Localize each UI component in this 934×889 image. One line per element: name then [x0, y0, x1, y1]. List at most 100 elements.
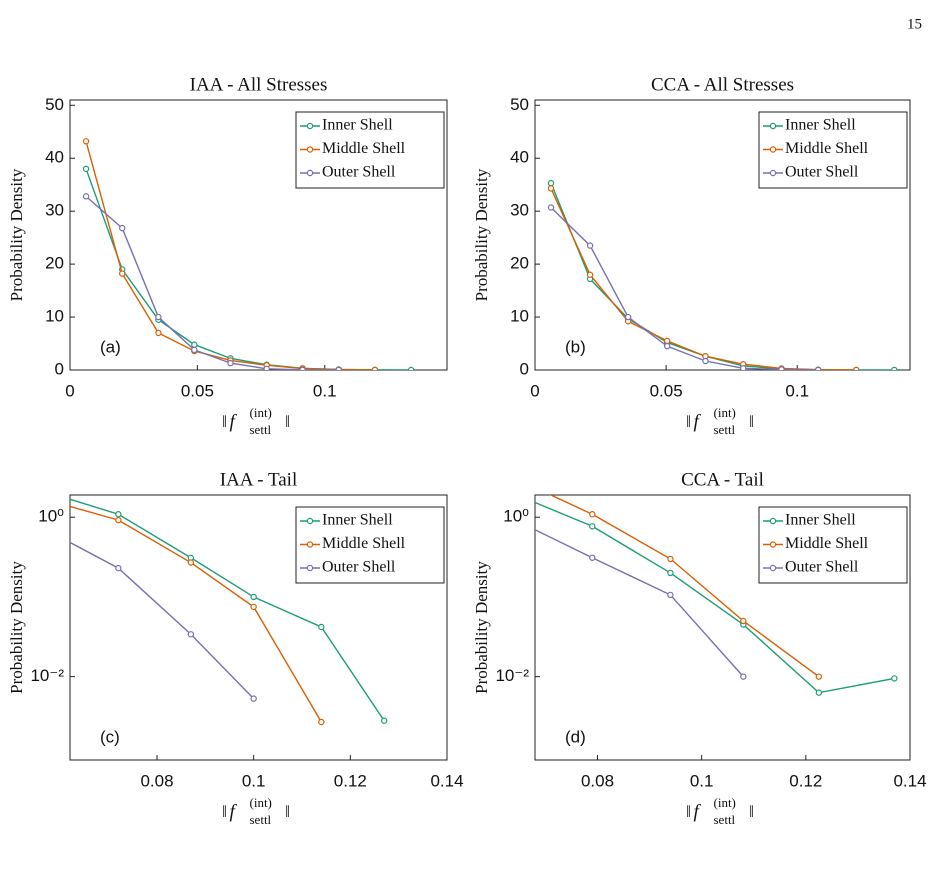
series-layer	[547, 179, 898, 370]
data-point	[407, 366, 415, 370]
data-point	[891, 366, 898, 370]
data-point	[547, 204, 555, 211]
data-point	[589, 523, 596, 530]
x-label-sub: settl	[714, 422, 736, 437]
x-label-sup: (int)	[250, 405, 272, 420]
x-tick-label: 0.1	[690, 771, 714, 790]
series-line	[70, 541, 255, 700]
page-number: 15	[907, 16, 922, 32]
x-tick-label: 0.1	[242, 771, 266, 790]
x-tick-label: 0.08	[581, 771, 614, 790]
y-axis-label: Probability Density	[7, 561, 26, 694]
data-point	[667, 591, 674, 599]
legend: Inner Shell Middle Shell Outer Shell	[295, 506, 445, 584]
y-tick-label: 40	[45, 148, 64, 167]
data-point	[891, 675, 898, 682]
y-tick-label: 50	[45, 95, 64, 114]
legend-marker	[769, 122, 777, 130]
legend-marker	[306, 564, 314, 572]
legend: Inner Shell Middle Shell Outer Shell	[758, 506, 908, 584]
legend: Inner Shell Middle Shell Outer Shell	[295, 111, 445, 189]
data-point	[191, 341, 198, 348]
x-tick-label: 0.12	[789, 771, 822, 790]
data-point	[740, 673, 747, 680]
data-point	[318, 718, 325, 726]
x-axis-label: ‖ f⃗ (int)settl ‖	[686, 795, 754, 827]
data-point	[380, 717, 388, 724]
x-label-base: f⃗	[229, 411, 249, 432]
chart-title: CCA - All Stresses	[651, 74, 794, 95]
y-tick-label: 30	[45, 201, 64, 220]
series-layer	[514, 492, 898, 696]
y-tick-label: 20	[45, 254, 64, 273]
data-point	[667, 555, 674, 563]
legend-marker	[769, 564, 777, 572]
y-tick-label: 10⁰	[38, 507, 64, 526]
data-point	[48, 530, 53, 535]
data-point	[82, 138, 90, 145]
data-point	[371, 366, 379, 370]
data-point	[115, 564, 122, 572]
data-point	[667, 569, 674, 577]
legend-marker	[769, 169, 777, 177]
x-label-close: ‖	[749, 802, 754, 821]
data-point	[586, 242, 594, 249]
data-point	[250, 593, 257, 601]
data-point	[740, 617, 747, 625]
chart-title: CCA - Tail	[681, 469, 764, 490]
data-point	[547, 185, 555, 192]
legend: Inner Shell Middle Shell Outer Shell	[758, 111, 908, 189]
data-point	[250, 603, 257, 611]
legend-label: Outer Shell	[322, 164, 396, 181]
data-point	[815, 689, 823, 696]
x-tick-label: 0.1	[785, 381, 809, 400]
y-tick-label: 0	[520, 359, 529, 378]
legend-label: Inner Shell	[322, 117, 393, 134]
data-point	[589, 554, 596, 561]
x-tick-label: 0.05	[181, 381, 214, 400]
legend-label: Inner Shell	[785, 117, 856, 134]
data-point	[778, 366, 785, 370]
x-label-close: ‖	[285, 802, 290, 821]
data-point	[853, 366, 860, 370]
y-tick-label: 10⁻²	[495, 666, 529, 685]
x-label-sup: (int)	[250, 795, 272, 810]
data-point	[586, 271, 594, 278]
x-label-base: f⃗	[693, 801, 713, 822]
data-point	[589, 511, 596, 518]
x-label-open: ‖	[222, 412, 227, 431]
legend-box	[758, 506, 908, 584]
x-tick-label: 0.12	[334, 771, 367, 790]
x-label-close: ‖	[285, 412, 290, 431]
x-tick-label: 0.14	[430, 771, 463, 790]
series-line	[70, 498, 385, 722]
x-label-base: f⃗	[229, 801, 249, 822]
data-point	[740, 365, 747, 370]
data-point	[227, 359, 234, 367]
legend-marker	[306, 541, 314, 548]
x-tick-label: 0	[530, 381, 539, 400]
x-label-base: f⃗	[693, 411, 713, 432]
data-point	[115, 511, 122, 518]
data-point	[187, 631, 195, 638]
x-axis-label: ‖ f⃗ (int)settl ‖	[222, 795, 290, 827]
y-axis-label: Probability Density	[472, 561, 491, 694]
data-point	[48, 498, 53, 503]
x-label-sup: (int)	[714, 795, 736, 810]
y-axis-label: Probability Density	[7, 168, 26, 301]
data-point	[514, 492, 519, 497]
data-point	[155, 329, 162, 337]
data-point	[115, 516, 122, 524]
legend-label: Inner Shell	[785, 512, 856, 529]
data-point	[82, 165, 90, 173]
data-point	[624, 313, 632, 321]
series-layer	[48, 498, 388, 726]
data-point	[263, 365, 270, 370]
panel-label: (d)	[565, 727, 586, 746]
x-tick-label: 0.05	[650, 381, 683, 400]
